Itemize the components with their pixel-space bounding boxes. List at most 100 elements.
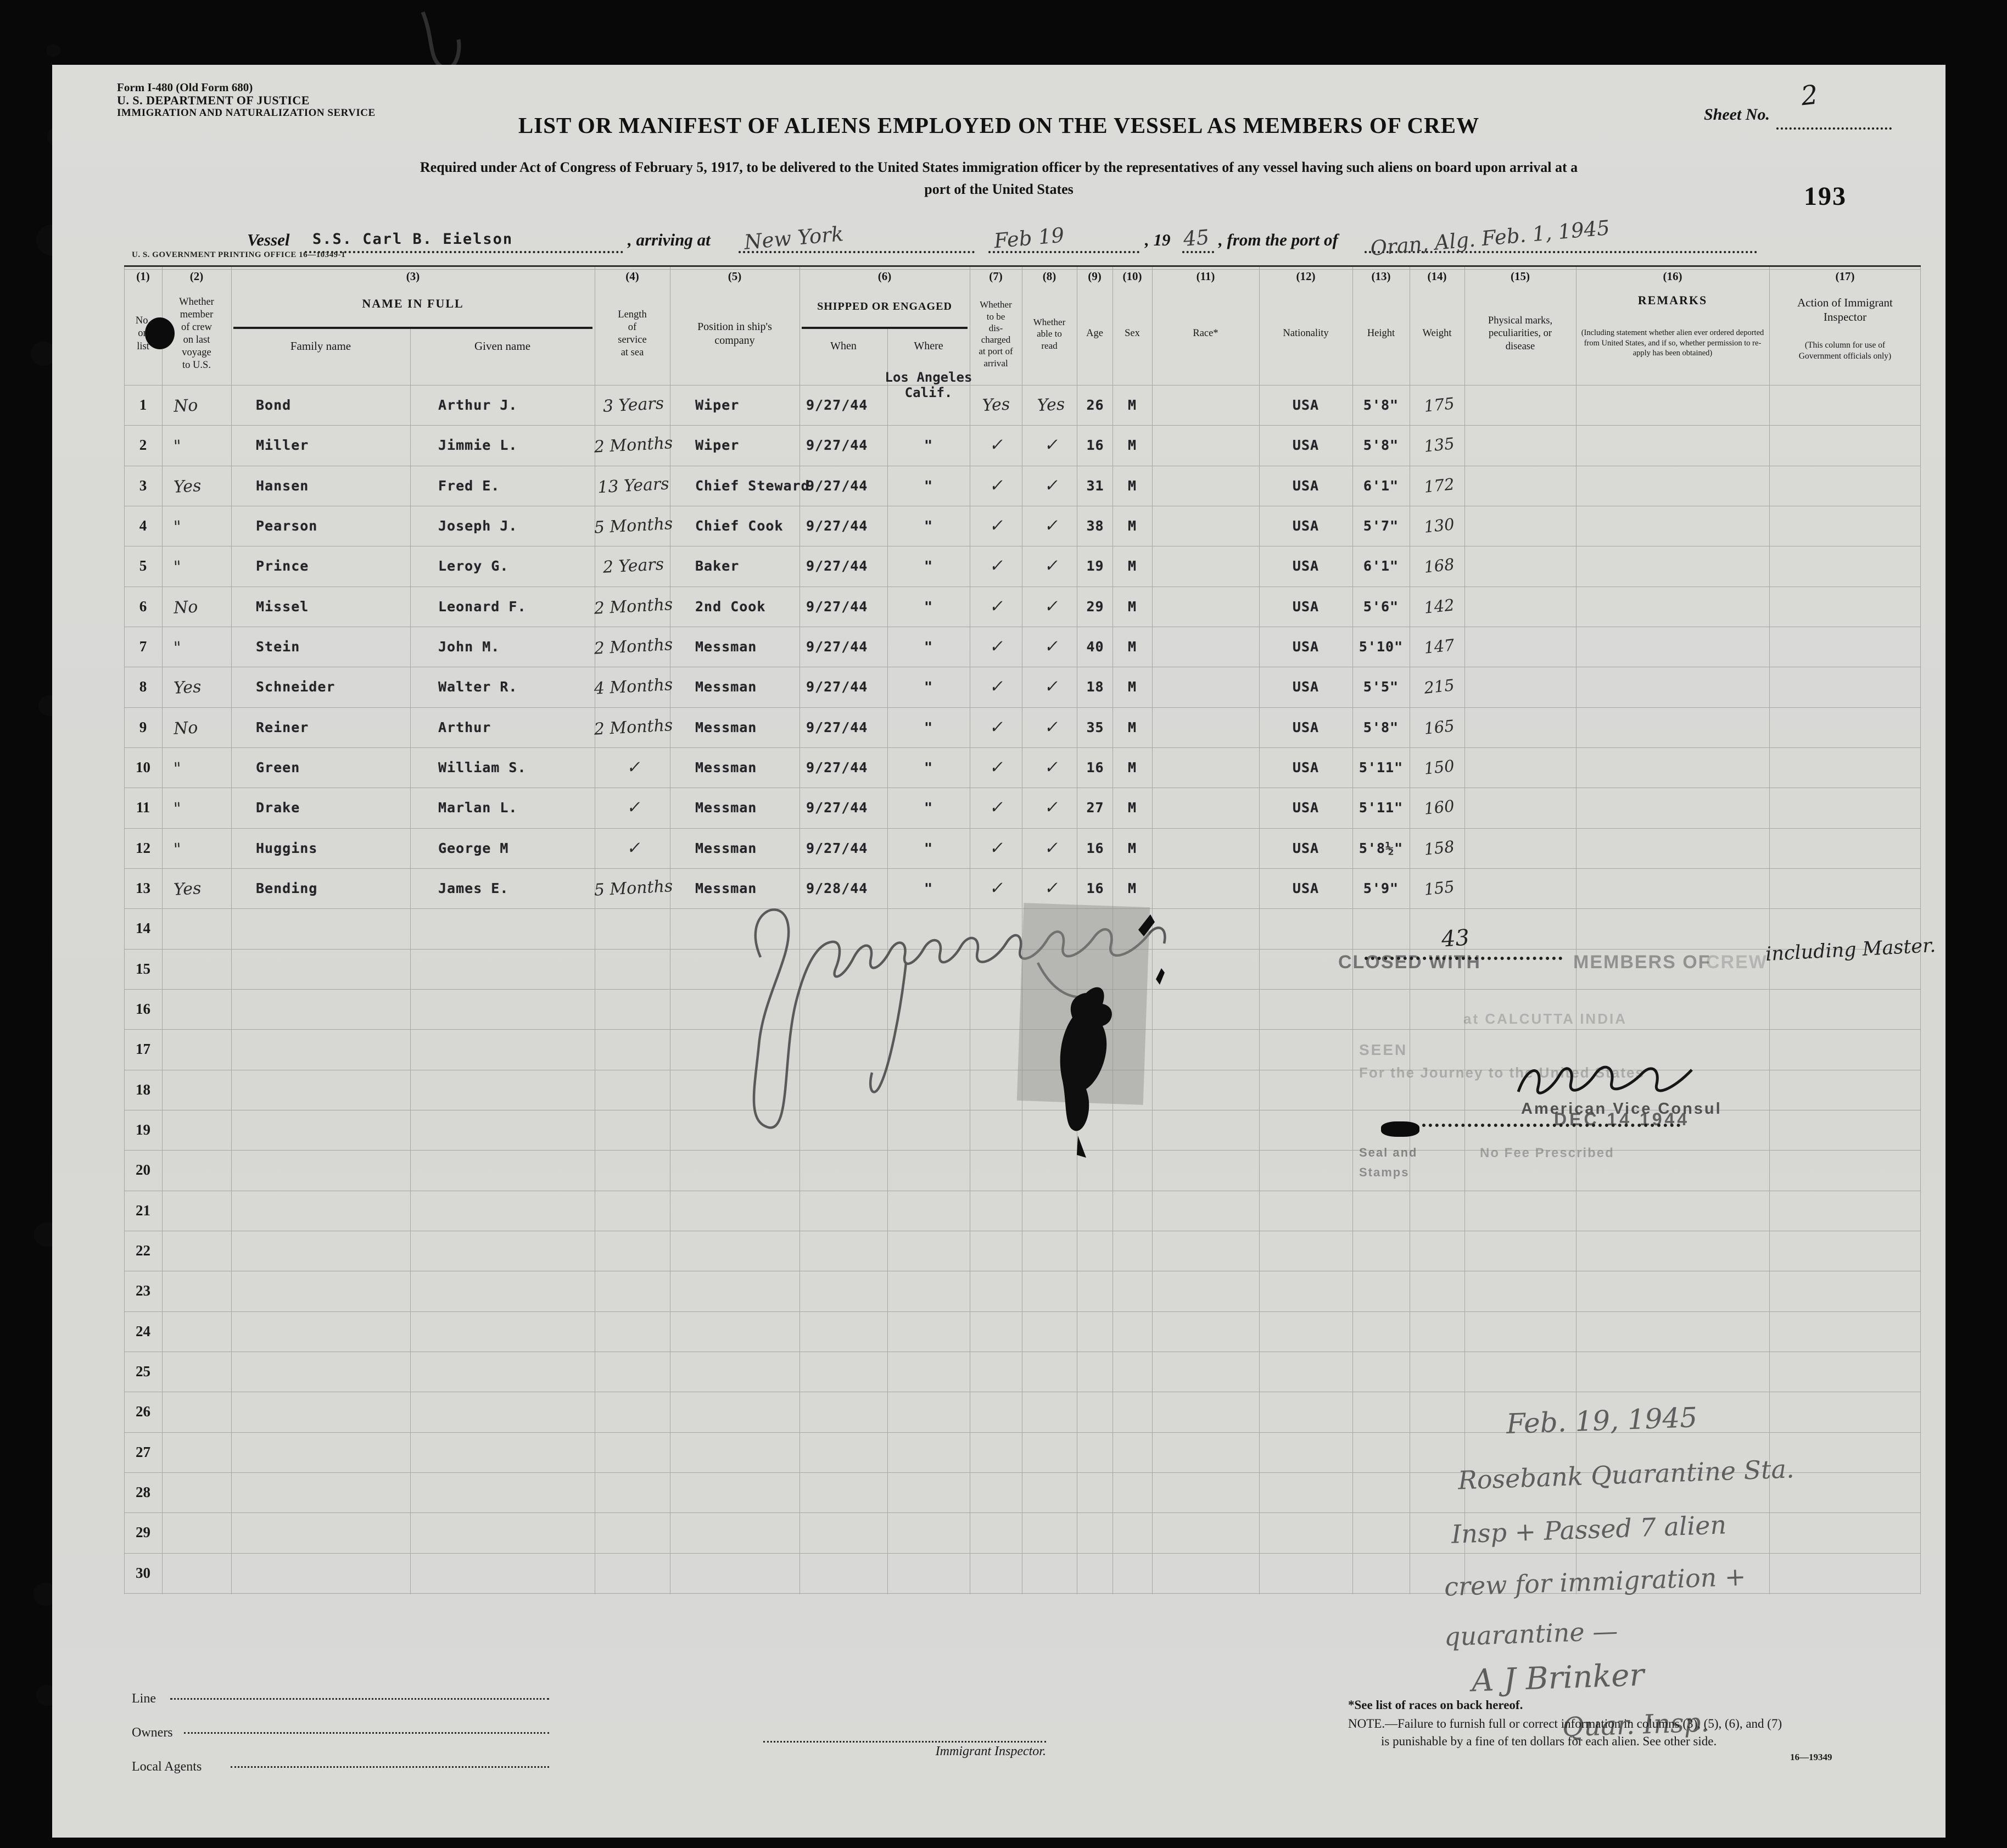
grid-line	[124, 948, 1921, 950]
cell-when-row-5: 9/27/44	[806, 558, 868, 574]
cell-position-row-6: 2nd Cook	[695, 598, 766, 615]
arriving-at-label: , arriving at	[628, 230, 711, 249]
cell-when-row-10: 9/27/44	[806, 759, 868, 775]
cell-where-row-2: "	[924, 437, 933, 454]
cell-nationality-row-6: USA	[1292, 598, 1320, 615]
cell-no-row-12: 12	[136, 839, 150, 856]
cell-age-row-12: 16	[1086, 840, 1104, 856]
cell-sex-row-7: M	[1127, 638, 1137, 655]
arriving-at-line: New York	[739, 222, 975, 254]
cell-weight-row-8: 215	[1423, 675, 1456, 698]
cell-discharged-row-2: ✓	[988, 435, 1004, 455]
cell-height-row-6: 5'6"	[1363, 598, 1399, 615]
cell-no-row-18: 18	[136, 1081, 150, 1098]
cell-service-row-12: ✓	[626, 838, 641, 858]
grid-line	[124, 747, 1921, 748]
header-inspector-action: Action of Immigrant Inspector	[1797, 295, 1893, 323]
cell-no-row-27: 27	[136, 1443, 150, 1460]
cell-sex-row-8: M	[1127, 679, 1137, 695]
cell-nationality-row-13: USA	[1292, 880, 1320, 896]
col-num-2: (2)	[189, 270, 204, 283]
crew-count-value: 43	[1440, 925, 1471, 952]
cell-no-row-29: 29	[136, 1524, 150, 1541]
cell-position-row-12: Messman	[695, 840, 757, 856]
cell-where-row-7: "	[924, 638, 933, 655]
vessel-label: Vessel	[247, 230, 290, 249]
cell-given-row-3: Fred E.	[438, 477, 500, 494]
cell-position-row-13: Messman	[695, 880, 757, 896]
cell-age-row-5: 19	[1086, 558, 1104, 574]
cell-discharged-row-9: ✓	[988, 717, 1004, 738]
cell-no-row-2: 2	[139, 437, 147, 454]
grid-line	[124, 1553, 1921, 1554]
agents-dots	[231, 1761, 549, 1768]
col-num-7: (7)	[989, 270, 1003, 283]
punch-hole	[31, 342, 56, 366]
cell-read-row-3: ✓	[1043, 476, 1059, 496]
cell-age-row-7: 40	[1086, 638, 1104, 655]
cell-given-row-5: Leroy G.	[438, 558, 509, 574]
cell-no-row-14: 14	[136, 920, 150, 937]
calcutta-stamp: at CALCUTTA INDIA	[1463, 1010, 1627, 1027]
cell-when-row-1: 9/27/44	[806, 397, 868, 413]
members-of-crew-stamp: MEMBERS OF	[1573, 952, 1711, 973]
cell-position-row-2: Wiper	[695, 437, 740, 454]
grid-line	[124, 265, 125, 1594]
cell-when-row-9: 9/27/44	[806, 719, 868, 735]
cell-no-row-13: 13	[136, 879, 150, 896]
cell-where-row-10: "	[924, 759, 933, 775]
cell-family-row-1: Bond	[256, 397, 292, 413]
cell-given-row-10: William S.	[438, 759, 527, 775]
col-num-4: (4)	[625, 270, 639, 283]
cell-height-row-1: 5'8"	[1363, 397, 1399, 413]
cell-position-row-1: Wiper	[695, 397, 740, 413]
cell-sex-row-11: M	[1127, 800, 1137, 816]
grid-line	[124, 828, 1921, 829]
cell-family-row-9: Reiner	[256, 719, 309, 735]
cell-member-row-10: "	[173, 759, 182, 779]
year-value: 45	[1182, 225, 1210, 251]
grid-line	[124, 1593, 1921, 1594]
printing-office-slug: U. S. GOVERNMENT PRINTING OFFICE 16—1034…	[132, 250, 346, 259]
cell-service-row-13: 5 Months	[593, 876, 674, 900]
subtitle-line2: port of the United States	[924, 181, 1074, 197]
cell-member-row-5: "	[173, 557, 182, 578]
name-divider-bar	[233, 327, 592, 329]
cell-no-row-11: 11	[136, 799, 150, 816]
cell-given-row-9: Arthur	[438, 719, 491, 735]
cell-family-row-13: Bending	[256, 880, 318, 896]
port-line: Oran, Alg. Feb. 1, 1945	[1365, 216, 1757, 260]
cell-sex-row-12: M	[1127, 840, 1137, 856]
cell-service-row-9: 2 Months	[593, 715, 674, 739]
cell-member-row-13: Yes	[173, 879, 202, 900]
cell-family-row-2: Miller	[256, 437, 309, 454]
cell-height-row-2: 5'8"	[1363, 437, 1399, 454]
print-code: 16—19349	[1790, 1752, 1832, 1762]
form-identity: Form I-480 (Old Form 680) U. S. DEPARTME…	[117, 81, 402, 119]
cell-weight-row-3: 172	[1423, 474, 1456, 496]
grid-line	[1464, 265, 1465, 1594]
cell-family-row-11: Drake	[256, 800, 300, 816]
cell-no-row-1: 1	[139, 397, 147, 413]
cell-member-row-9: No	[173, 718, 199, 739]
grid-line	[124, 269, 1921, 270]
seal-note-line2: Stamps	[1359, 1165, 1410, 1179]
manifest-sheet: Form I-480 (Old Form 680) U. S. DEPARTME…	[52, 65, 1945, 1838]
cell-family-row-7: Stein	[256, 638, 300, 655]
grid-line	[124, 385, 1921, 386]
penalty-note-line2: is punishable by a fine of ten dollars f…	[1381, 1734, 1717, 1748]
grid-line	[887, 327, 888, 1594]
cell-read-row-6: ✓	[1043, 596, 1059, 617]
quarantine-note-date: Feb. 19, 1945	[1506, 1401, 1698, 1441]
cell-read-row-9: ✓	[1043, 717, 1059, 738]
cell-when-row-12: 9/27/44	[806, 840, 868, 856]
grid-line	[162, 265, 163, 1594]
cell-no-row-6: 6	[139, 598, 147, 615]
cell-member-row-4: "	[173, 517, 182, 537]
cell-nationality-row-7: USA	[1292, 638, 1320, 655]
cell-where-row-13: "	[924, 880, 933, 896]
cell-member-row-8: Yes	[173, 677, 202, 699]
cell-service-row-5: 2 Years	[602, 555, 664, 578]
local-agents-label: Local Agents	[132, 1760, 202, 1774]
cell-age-row-8: 18	[1086, 679, 1104, 695]
